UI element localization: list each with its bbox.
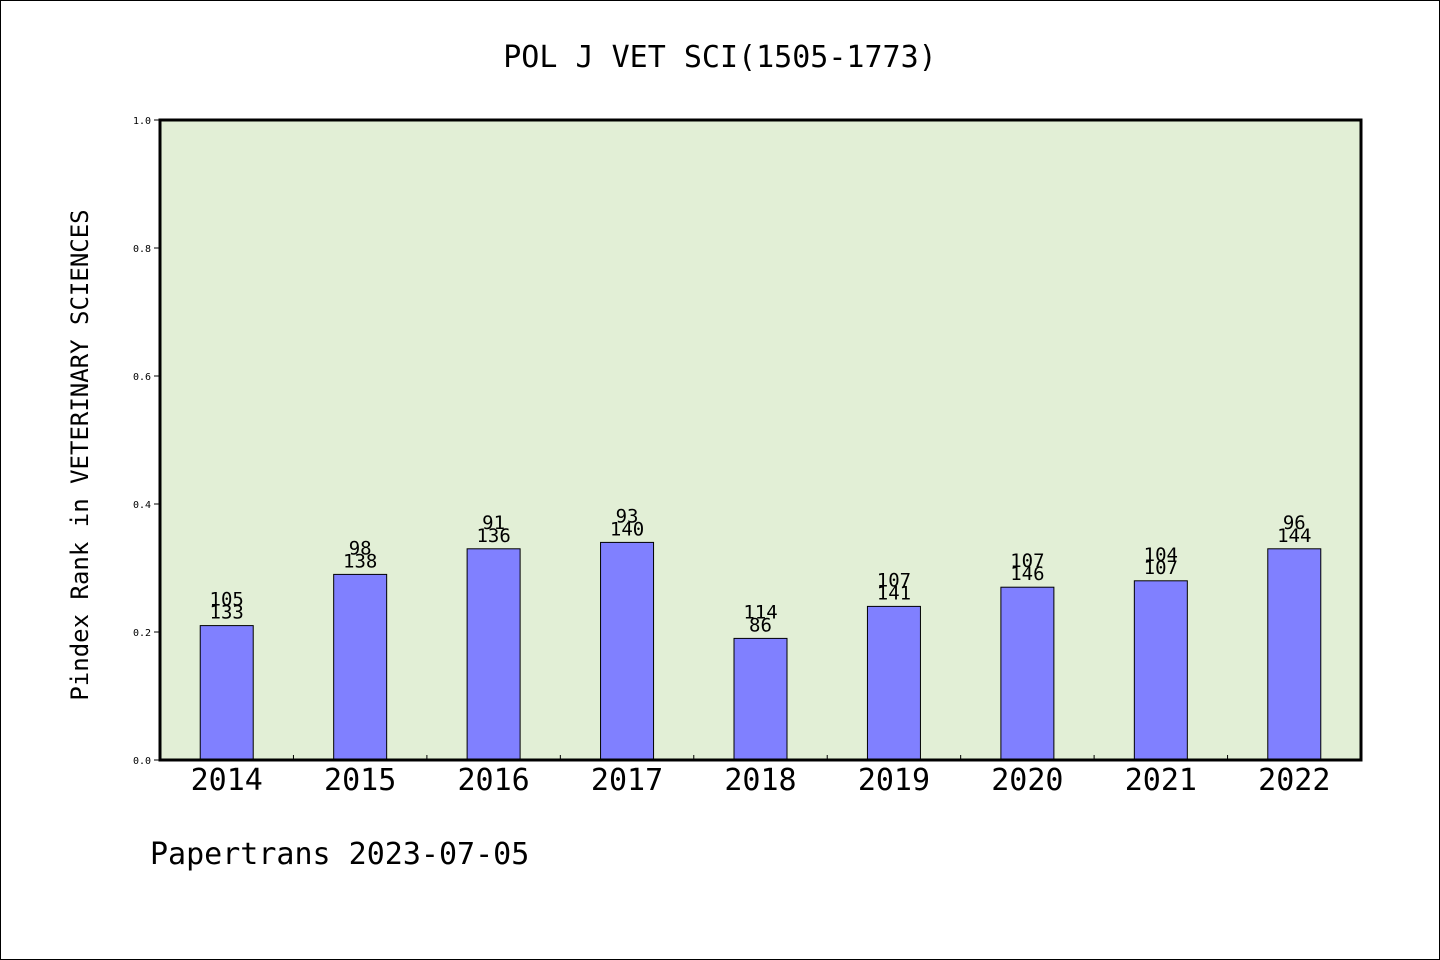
bar-label-bottom: 133 xyxy=(210,602,244,624)
bar-label-bottom: 86 xyxy=(749,614,772,636)
x-tick-label: 2014 xyxy=(191,763,263,798)
chart-title: POL J VET SCI(1505-1773) xyxy=(503,40,936,75)
y-axis-label: Pindex Rank in VETERINARY SCIENCES xyxy=(66,209,94,700)
x-tick-label: 2021 xyxy=(1125,763,1197,798)
bar-2014 xyxy=(199,625,254,761)
x-tick-label: 2022 xyxy=(1258,763,1330,798)
bar-2020 xyxy=(1000,586,1055,761)
bar-2021 xyxy=(1133,580,1188,761)
bar-label-bottom: 144 xyxy=(1277,525,1311,547)
x-tick-label: 2016 xyxy=(457,763,529,798)
bar-label-top: 96 xyxy=(1283,512,1306,534)
bar-label-bottom: 146 xyxy=(1010,563,1044,585)
y-tick-label: 0.0 xyxy=(133,756,151,767)
y-tick-label: 0.4 xyxy=(133,500,151,511)
bar-label-top: 98 xyxy=(349,537,372,559)
y-tick-label: 0.6 xyxy=(133,372,151,383)
bar-2018 xyxy=(733,637,788,761)
bar-label-top: 107 xyxy=(877,569,911,591)
plot-border xyxy=(158,118,1363,762)
bar-label-top: 105 xyxy=(210,589,244,611)
y-tick-label: 0.2 xyxy=(133,628,151,639)
bar-2015 xyxy=(333,573,388,761)
bar-label-top: 104 xyxy=(1144,544,1178,566)
bar-2022 xyxy=(1267,548,1322,761)
bar-label-bottom: 136 xyxy=(476,525,510,547)
bar-2019 xyxy=(866,605,921,761)
bar-2017 xyxy=(600,541,655,761)
x-tick-label: 2020 xyxy=(991,763,1063,798)
bar-label-top: 114 xyxy=(743,601,777,623)
bar-label-bottom: 138 xyxy=(343,550,377,572)
bar-label-bottom: 107 xyxy=(1144,557,1178,579)
bar-2016 xyxy=(466,548,521,761)
x-tick-label: 2017 xyxy=(591,763,663,798)
x-tick-label: 2019 xyxy=(858,763,930,798)
bar-label-bottom: 140 xyxy=(610,518,644,540)
bar-label-bottom: 141 xyxy=(877,582,911,604)
footer-credit: Papertrans 2023-07-05 xyxy=(150,837,529,872)
x-tick-label: 2018 xyxy=(724,763,796,798)
bar-label-top: 107 xyxy=(1010,550,1044,572)
y-tick-label: 1.0 xyxy=(133,116,151,127)
x-tick-label: 2015 xyxy=(324,763,396,798)
bar-label-top: 91 xyxy=(482,512,505,534)
y-tick-label: 0.8 xyxy=(133,244,151,255)
bar-label-top: 93 xyxy=(616,505,639,527)
